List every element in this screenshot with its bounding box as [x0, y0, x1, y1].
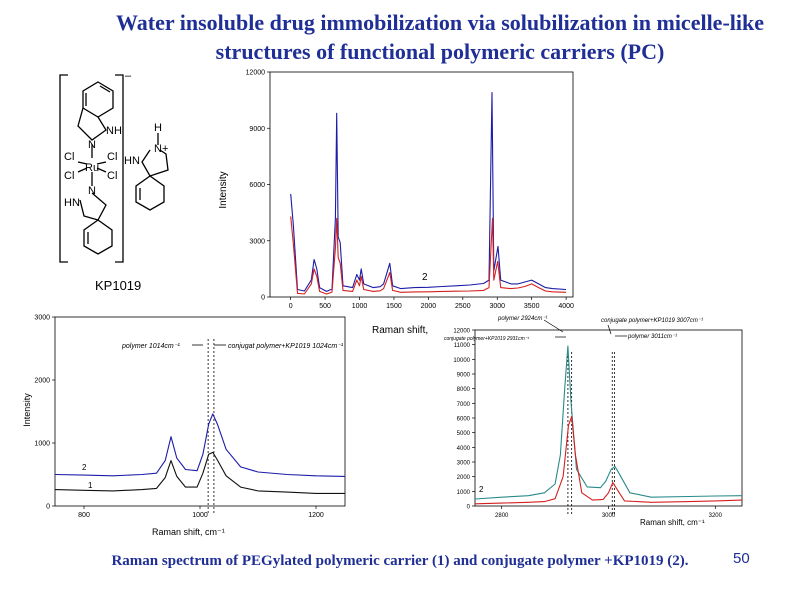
chart1-xtick-label: 500: [319, 303, 331, 310]
chart1-xtick-label: 3500: [524, 303, 540, 310]
atom-n-bottom: N: [88, 185, 96, 197]
chart3-arrow-1: [543, 319, 564, 333]
chart3-annotation-polymer-3011: polymer 3011cm⁻¹: [627, 334, 677, 340]
chart1-annotation-2: 2: [422, 272, 428, 283]
chart3-ytick-label: 10000: [453, 358, 470, 364]
atom-hn-bottom: HN: [64, 197, 80, 209]
chart3-ytick-label: 5000: [457, 431, 471, 437]
chart2-annotation-polymer: polymer 1014cm⁻¹: [121, 343, 180, 350]
chart1-xtick-label: 1000: [352, 303, 368, 310]
atom-cl-1: Cl: [64, 151, 74, 163]
right-bracket: [115, 74, 124, 263]
atom-hn-counterion: HN: [124, 155, 140, 167]
chart3-frame: [474, 329, 743, 507]
chart1-ytick-label: 9000: [249, 126, 265, 133]
chart-full-range: Intensity Raman shift, 0 500 1000 1500 2000 2…: [218, 70, 574, 337]
left-bracket: [59, 74, 68, 263]
chart3-ytick-label: 6000: [457, 417, 471, 423]
chart-low-shift: Intensity Raman shift, cm⁻¹ 800 1000 12000…: [22, 315, 346, 537]
chart1-ytick-label: 6000: [249, 182, 265, 189]
structure-label: KP1019: [95, 278, 141, 293]
chart1-ytick-label: 3000: [249, 238, 265, 245]
figure-caption: Raman spectrum of PEGylated polymeric ca…: [111, 553, 689, 569]
chart1-ylabel: Intensity: [218, 171, 229, 208]
chart3-ytick-label: 12000: [453, 329, 470, 335]
chart2-series-label-1: 1: [88, 481, 93, 490]
chart3-xtick-label: 3000: [602, 513, 616, 519]
chart3-ytick-label: 0: [467, 505, 471, 511]
chart2-series-1: [54, 451, 345, 494]
chart2-ytick-label: 0: [46, 504, 50, 511]
chart3-ytick-label: 7000: [457, 402, 471, 408]
chart3-series-2: [474, 345, 743, 500]
bottom-benzene-ring: [83, 219, 113, 255]
chart2-xtick-label: 1000: [192, 512, 208, 519]
chart3-ytick-label: 11000: [454, 343, 471, 349]
atom-cl-4: Cl: [107, 170, 117, 182]
chart3-xtick-label: 2800: [495, 513, 509, 519]
chart3-ytick-label: 8000: [457, 387, 471, 393]
chart1-ytick-label: 0: [261, 295, 265, 302]
chart2-ytick-label: 1000: [34, 441, 50, 448]
chart1-xtick-label: 3000: [489, 303, 505, 310]
chart3-ytick-label: 9000: [457, 373, 471, 379]
chart2-xlabel: Raman shift, cm⁻¹: [152, 527, 225, 537]
chart2-xtick-label: 800: [78, 512, 90, 519]
complex-charge: –: [125, 70, 132, 82]
chart1-xtick-label: 2500: [455, 303, 471, 310]
chart1-ytick-label: 12000: [246, 70, 266, 77]
chart3-ytick-label: 1000: [457, 490, 471, 496]
chart1-xtick-label: 0: [289, 303, 293, 310]
chart1-xtick-label: 2000: [421, 303, 437, 310]
chart3-xtick-label: 3200: [709, 513, 723, 519]
chart1-xtick-label: 4000: [558, 303, 574, 310]
chart-ch-stretch: Raman shift, cm⁻¹ 2800 3000 3200 0 1000 2000 3…: [444, 316, 743, 527]
atom-ru: Ru: [85, 162, 99, 174]
chart3-ytick-label: 2000: [457, 475, 471, 481]
page-number: 50: [733, 550, 750, 567]
kp1019-structure: [59, 74, 169, 263]
chart2-series-2: [54, 413, 346, 477]
chart3-annotation-conjugate-3007: conjugate polymer+KP1019 3007cm⁻¹: [601, 318, 703, 324]
chart3-xlabel: Raman shift, cm⁻¹: [640, 518, 705, 527]
atom-nh-top: NH: [106, 125, 122, 137]
chart1-series-2: [290, 92, 567, 292]
atom-h-counterion: H: [154, 122, 162, 134]
chart3-annotation-conjugate-2931: conjugate polymer+KP1019 2931cm⁻¹: [444, 336, 529, 342]
chart3-annotation-polymer-2924: polymer 2924cm⁻¹: [497, 316, 548, 322]
chart3-ytick-label: 3000: [457, 461, 471, 467]
chart3-ytick-label: 4000: [457, 446, 471, 452]
chart3-series-1: [474, 415, 743, 505]
counterion-benzene-ring: [135, 175, 165, 211]
chart1-xtick-label: 1500: [386, 303, 402, 310]
chart1-xlabel: Raman shift,: [372, 325, 428, 336]
chart2-series-label-2: 2: [82, 463, 87, 472]
chart2-ytick-label: 2000: [34, 378, 50, 385]
chart2-annotation-conjugate: conjugat polymer+KP1019 1024cm⁻¹: [228, 343, 344, 350]
atom-n-top: N: [88, 139, 96, 151]
chart2-ylabel: Intensity: [22, 393, 32, 427]
chart3-series-label-2: 2: [479, 485, 484, 494]
atom-nplus-counterion: N+: [154, 143, 168, 155]
chart3-arrow-3: [607, 324, 612, 335]
atom-cl-2: Cl: [107, 151, 117, 163]
chart1-series-1: [290, 216, 567, 295]
chart2-xtick-label: 1200: [308, 512, 324, 519]
top-benzene-ring: [82, 81, 114, 118]
chart2-ytick-label: 3000: [34, 315, 50, 322]
slide-title: Water insoluble drug immobilization via …: [115, 10, 764, 64]
atom-cl-3: Cl: [64, 170, 74, 182]
kp1019-atom-labels: NH N Cl Cl Ru Cl Cl N HN H N+ HN –: [64, 70, 168, 209]
